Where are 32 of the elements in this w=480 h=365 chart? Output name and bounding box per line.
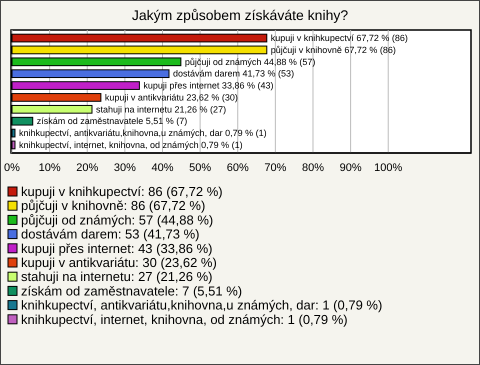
data-label: knihkupectví, internet, knihovna, od známých 0,79 % (1) [18,140,243,150]
x-tick-label: 70% [264,162,287,174]
legend-label: získám od zaměstnavatele: 7 (5,51 %) [21,283,242,298]
data-label: kupuji přes internet 33,86 % (43) [143,80,274,91]
data-label: dostávám darem 41,73 % (53) [173,68,294,79]
legend-label: kupuji přes internet: 43 (33,86 %) [21,240,212,256]
legend-label: knihkupectví, antikvariátu,knihovna,u známých, dar: 1 (0,79 %) [21,298,382,313]
legend-label: stahuji na internetu: 27 (21,26 %) [21,269,213,284]
legend-label: knihkupectví, internet, knihovna, od známých: 1 (0,79 %) [21,312,348,327]
legend-label: dostávám darem: 53 (41,73 %) [21,226,200,242]
x-tick-label: 60% [226,162,249,174]
data-label: kupuji v antikvariátu 23,62 % (30) [104,92,238,102]
data-label: knihkupectví, antikvariátu,knihovna,u známých, dar 0,79 % (1) [18,128,267,138]
legend-label: půjčuji od známých: 57 (44,88 %) [21,212,214,228]
x-tick-label: 0% [4,162,20,174]
x-tick-label: 90% [340,162,362,174]
legend-label: kupuji v knihkupectví: 86 (67,72 %) [21,184,223,199]
data-label: půjčuji od známých 44,88 % (57) [184,56,316,67]
x-tick-label: 10% [38,162,61,174]
data-label: získám od zaměstnavatele 5,51 % (7) [36,116,188,126]
x-tick-label: 80% [302,162,324,174]
legend-label: kupuji v antikvariátu: 30 (23,62 %) [21,255,217,270]
x-tick-label: 100% [374,162,403,174]
x-tick-label: 50% [189,162,212,174]
data-label: kupuji v knihkupectví 67,72 % (86) [270,33,408,44]
x-tick-label: 20% [76,162,98,174]
legend-label: půjčuji v knihovně: 86 (67,72 %) [21,198,206,214]
data-label: stahuji na internetu 21,26 % (27) [96,104,226,114]
chart-title: Jakým způsobem získáváte knihy? [132,7,348,23]
data-label: půjčuji v knihovně 67,72 % (86) [270,44,396,55]
x-tick-label: 30% [114,162,136,174]
x-tick-label: 40% [151,162,174,174]
